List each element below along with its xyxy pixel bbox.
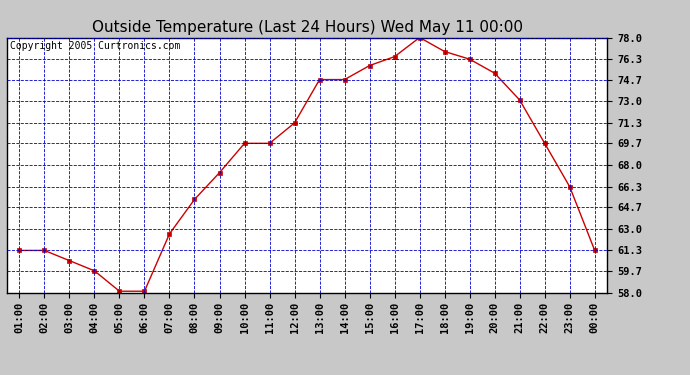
Title: Outside Temperature (Last 24 Hours) Wed May 11 00:00: Outside Temperature (Last 24 Hours) Wed … [92,20,522,35]
Text: Copyright 2005 Curtronics.com: Copyright 2005 Curtronics.com [10,41,180,51]
